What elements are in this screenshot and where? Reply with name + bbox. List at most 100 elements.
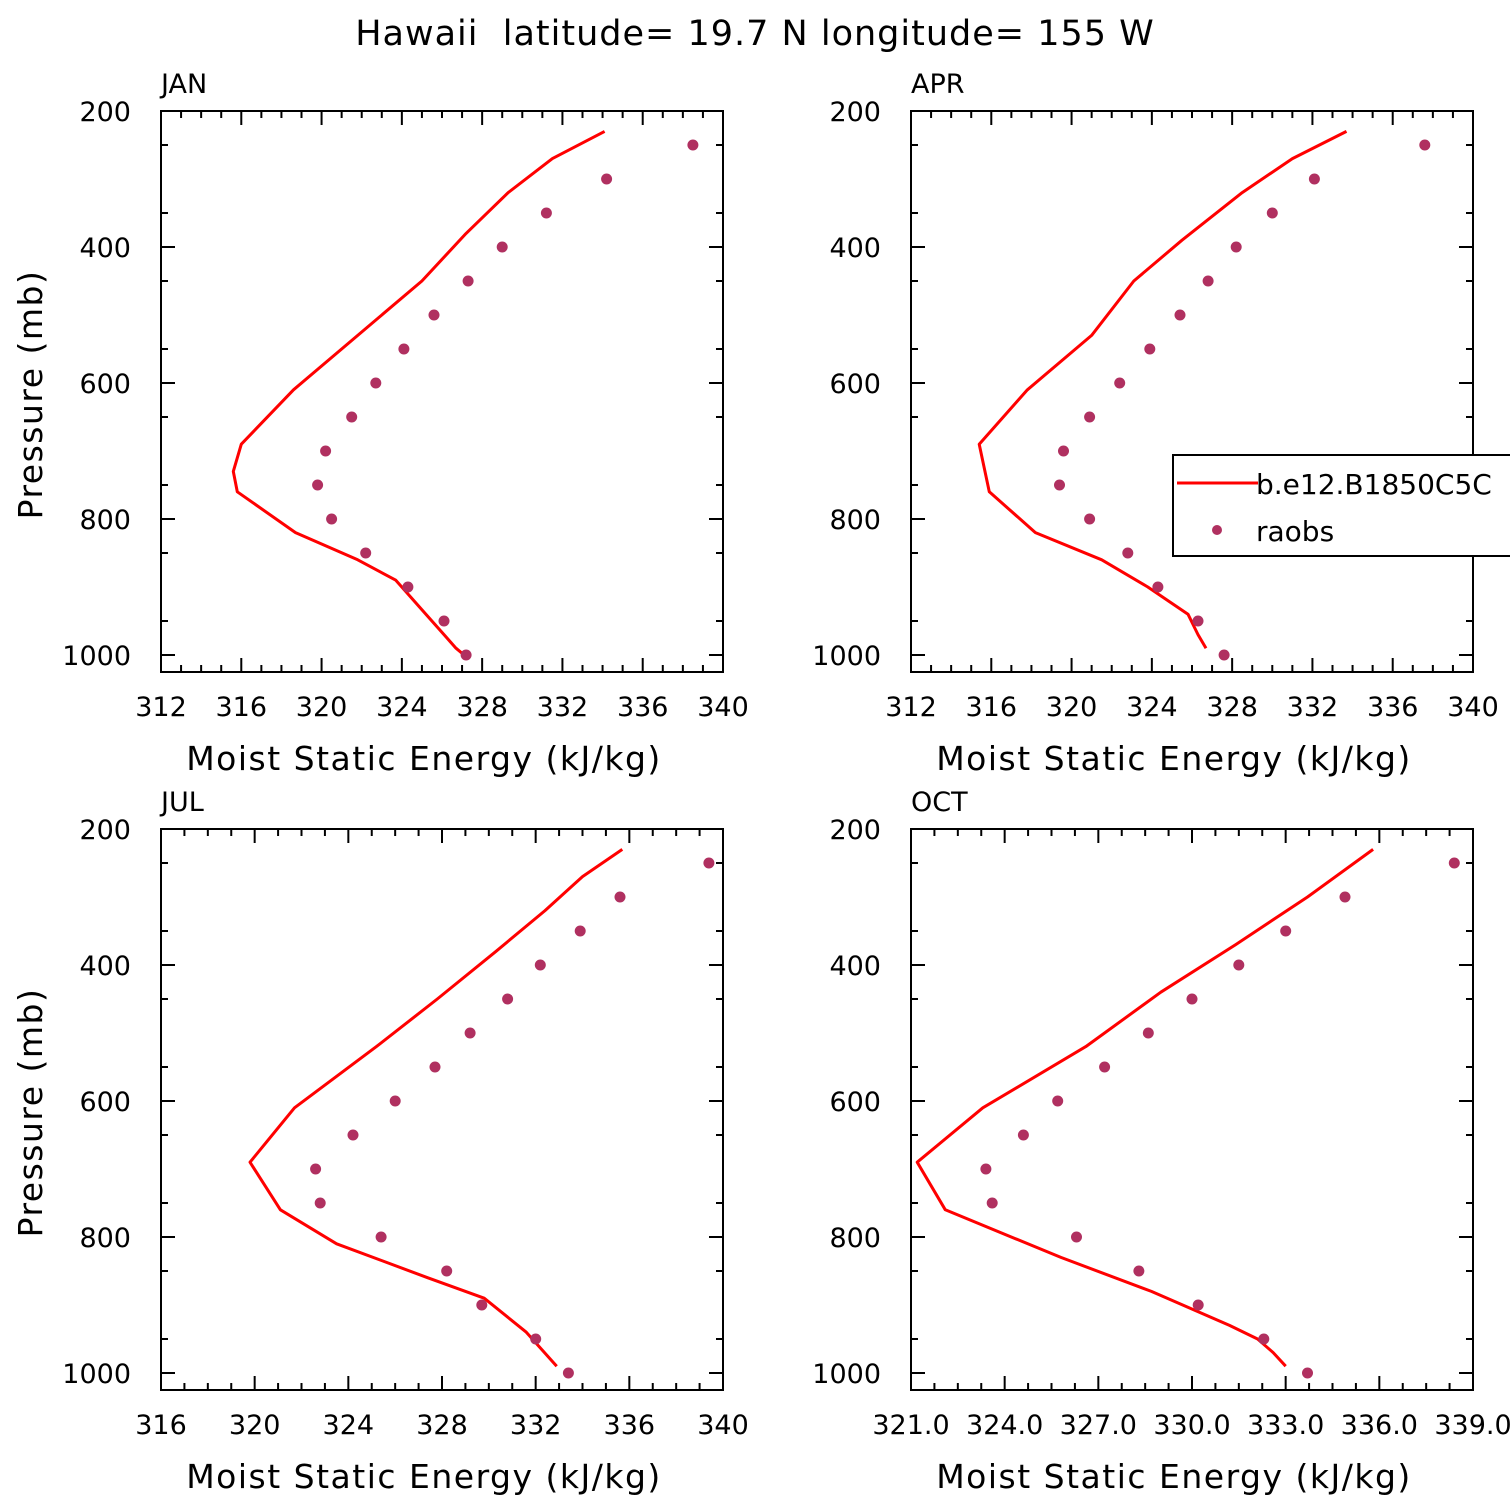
raobs-point	[370, 377, 382, 389]
raobs-point	[574, 925, 586, 937]
legend-box	[1172, 454, 1510, 557]
raobs-point	[1218, 649, 1230, 661]
x-tick-label: 336	[617, 692, 669, 723]
raobs-point	[1192, 1299, 1204, 1311]
model-series-line	[248, 848, 624, 1368]
y-tick-label: 800	[829, 505, 881, 536]
raobs-point	[1054, 479, 1065, 491]
y-tick-label: 1000	[812, 1359, 881, 1390]
x-axis-label: Moist Static Energy (kJ/kg)	[936, 1457, 1412, 1496]
y-axis-label: Pressure (mb)	[11, 988, 50, 1238]
raobs-point	[1133, 1265, 1145, 1277]
x-tick-label: 328	[416, 1410, 468, 1441]
panel-jan: 312 316 320 324 328 332 336 340 200 400 600 800 1000…	[11, 69, 749, 778]
raobs-point	[703, 857, 715, 869]
x-tick-label: 336	[604, 1410, 656, 1441]
y-tick-label: 200	[79, 815, 131, 846]
y-tick-label: 200	[829, 97, 881, 128]
raobs-point	[360, 547, 372, 559]
legend: b.e12.B1850C5C raobs	[1172, 454, 1510, 557]
y-tick-label: 600	[79, 1087, 131, 1118]
x-tick-label: 320	[1046, 692, 1098, 723]
raobs-point	[1230, 241, 1242, 253]
raobs-point	[389, 1095, 401, 1107]
x-tick-label: 312	[885, 692, 937, 723]
raobs-point	[1419, 139, 1431, 151]
raobs-point	[1114, 377, 1126, 389]
raobs-point	[398, 343, 410, 355]
raobs-point	[1202, 275, 1214, 287]
raobs-point	[346, 411, 358, 423]
raobs-point	[1071, 1231, 1082, 1243]
panel-title: JAN	[159, 69, 207, 100]
raobs-point	[464, 1027, 476, 1039]
x-tick-label: 336.0	[1341, 1410, 1418, 1441]
raobs-point	[1084, 513, 1096, 525]
x-tick-label: 332	[1287, 692, 1339, 723]
panels: 312 316 320 324 328 332 336 340 200 400 600 800 1000…	[11, 69, 1510, 1496]
x-tick-label: 324	[1126, 692, 1178, 723]
x-tick-label: 339.0	[1434, 1410, 1510, 1441]
raobs-point	[1058, 445, 1069, 457]
x-tick-label: 332	[537, 692, 589, 723]
x-tick-label: 340	[697, 692, 749, 723]
x-tick-label: 316	[135, 1410, 187, 1441]
raobs-point	[1266, 207, 1278, 219]
x-tick-label: 316	[216, 692, 268, 723]
x-tick-label: 316	[966, 692, 1018, 723]
y-tick-label: 800	[79, 505, 131, 536]
raobs-point	[614, 891, 626, 903]
raobs-point	[1308, 173, 1320, 185]
raobs-point	[980, 1163, 992, 1175]
raobs-point	[534, 959, 546, 971]
raobs-point	[1233, 959, 1245, 971]
raobs-point	[314, 1197, 326, 1209]
raobs-point	[375, 1231, 387, 1243]
raobs-point	[1302, 1367, 1313, 1379]
y-tick-label: 800	[79, 1223, 131, 1254]
y-tick-label: 200	[79, 97, 131, 128]
x-tick-label: 328	[1206, 692, 1258, 723]
x-tick-label: 340	[697, 1410, 749, 1441]
raobs-point	[476, 1299, 488, 1311]
y-tick-label: 800	[829, 1223, 881, 1254]
legend-obs-label: raobs	[1256, 515, 1334, 548]
raobs-point	[1017, 1129, 1029, 1141]
raobs-point	[540, 207, 552, 219]
panel-title: OCT	[911, 787, 968, 818]
raobs-point	[687, 139, 699, 151]
panel-title: JUL	[159, 787, 204, 818]
y-tick-label: 600	[829, 369, 881, 400]
raobs-point	[438, 615, 450, 627]
panel-apr: 312 316 320 324 328 332 336 340 200 400 600 800 1000…	[812, 69, 1498, 778]
model-series-line	[977, 130, 1348, 649]
raobs-point	[460, 649, 472, 661]
raobs-point	[462, 275, 474, 287]
x-tick-label: 330.0	[1153, 1410, 1230, 1441]
x-tick-label: 336	[1367, 692, 1419, 723]
y-tick-label: 400	[829, 233, 881, 264]
raobs-point	[1174, 309, 1186, 321]
y-tick-label: 400	[829, 951, 881, 982]
raobs-point	[1339, 891, 1351, 903]
raobs-point	[562, 1367, 574, 1379]
panel-title: APR	[911, 69, 965, 100]
raobs-point	[986, 1197, 998, 1209]
raobs-point	[1122, 547, 1134, 559]
raobs-point	[601, 173, 613, 185]
y-tick-label: 400	[79, 233, 131, 264]
plot-frame	[910, 110, 1474, 673]
raobs-point	[1186, 993, 1198, 1005]
x-axis-label: Moist Static Energy (kJ/kg)	[186, 739, 662, 778]
raobs-point	[1192, 615, 1204, 627]
model-series-line	[231, 130, 606, 657]
raobs-point	[530, 1333, 542, 1345]
y-tick-label: 400	[79, 951, 131, 982]
panel-oct: 321.0 324.0 327.0 330.0 333.0 336.0 339.0 200 40…	[812, 787, 1510, 1496]
raobs-point	[441, 1265, 453, 1277]
plot-frame	[910, 828, 1474, 1391]
raobs-point	[1144, 343, 1156, 355]
raobs-point	[1280, 925, 1292, 937]
x-tick-label: 328	[456, 692, 508, 723]
